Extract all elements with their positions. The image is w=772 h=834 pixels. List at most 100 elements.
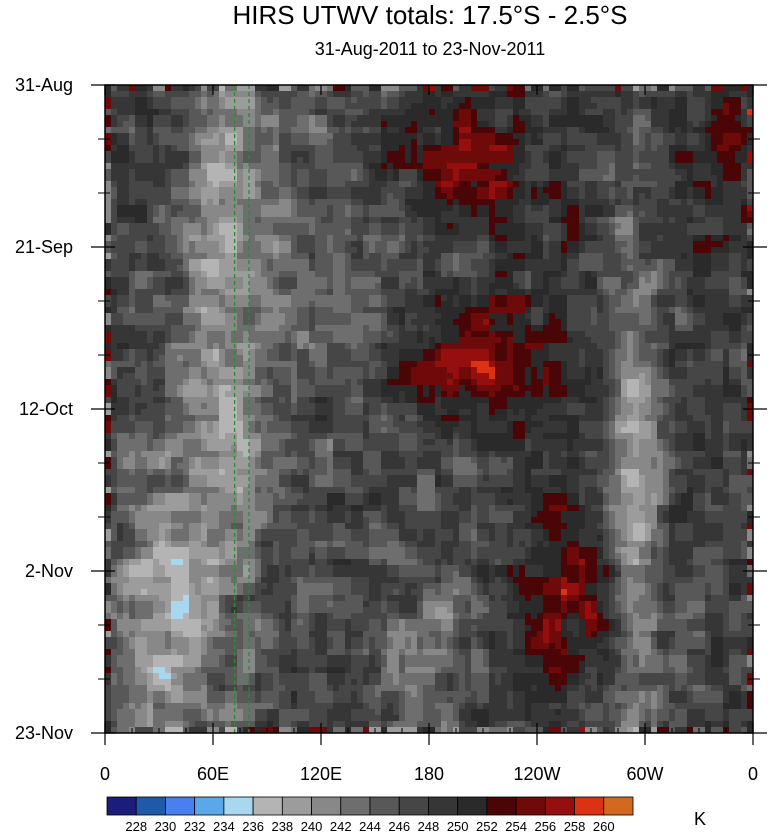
heatmap-cell [477, 307, 484, 314]
heatmap-cell [519, 151, 526, 158]
heatmap-cell [591, 169, 598, 176]
heatmap-cell [471, 265, 478, 272]
heatmap-cell [309, 247, 316, 254]
heatmap-cell [495, 319, 502, 326]
heatmap-cell [465, 289, 472, 296]
heatmap-cell [405, 145, 412, 152]
heatmap-cell [279, 199, 286, 206]
heatmap-cell [609, 199, 616, 206]
heatmap-cell [573, 85, 580, 92]
heatmap-cell [645, 151, 652, 158]
heatmap-cell [165, 115, 172, 122]
heatmap-cell [429, 325, 436, 332]
heatmap-cell [213, 91, 220, 98]
heatmap-cell [405, 229, 412, 236]
heatmap-cell [273, 271, 280, 278]
heatmap-cell [123, 157, 130, 164]
heatmap-cell [573, 295, 580, 302]
heatmap-cell [483, 181, 490, 188]
heatmap-cell [219, 247, 226, 254]
heatmap-cell [435, 241, 442, 248]
heatmap-cell [369, 175, 376, 182]
heatmap-cell [477, 343, 484, 350]
heatmap-cell [555, 331, 562, 338]
heatmap-cell [345, 205, 352, 212]
heatmap-cell [633, 277, 640, 284]
heatmap-cell [411, 139, 418, 146]
heatmap-cell [597, 319, 604, 326]
heatmap-cell [459, 283, 466, 290]
heatmap-cell [555, 223, 562, 230]
heatmap-cell [609, 205, 616, 212]
heatmap-cell [189, 325, 196, 332]
heatmap-cell [447, 235, 454, 242]
heatmap-cell [285, 103, 292, 110]
heatmap-cell [423, 205, 430, 212]
heatmap-cell [633, 91, 640, 98]
heatmap-cell [105, 133, 112, 140]
heatmap-cell [705, 211, 712, 218]
heatmap-cell [141, 271, 148, 278]
heatmap-cell [549, 313, 556, 320]
heatmap-cell [363, 91, 370, 98]
heatmap-cell [405, 295, 412, 302]
heatmap-cell [501, 355, 508, 362]
heatmap-cell [327, 193, 334, 200]
heatmap-cell [417, 211, 424, 218]
heatmap-cell [681, 307, 688, 314]
heatmap-cell [111, 349, 118, 356]
heatmap-cell [567, 343, 574, 350]
heatmap-cell [507, 223, 514, 230]
heatmap-cell [735, 319, 742, 326]
heatmap-cell [393, 193, 400, 200]
heatmap-cell [255, 331, 262, 338]
heatmap-cell [207, 217, 214, 224]
heatmap-cell [117, 331, 124, 338]
heatmap-cell [495, 337, 502, 344]
heatmap-cell [645, 91, 652, 98]
heatmap-cell [531, 307, 538, 314]
heatmap-cell [273, 139, 280, 146]
heatmap-cell [675, 337, 682, 344]
heatmap-cell [147, 283, 154, 290]
heatmap-cell [381, 235, 388, 242]
heatmap-cell [627, 139, 634, 146]
heatmap-cell [555, 283, 562, 290]
heatmap-cell [573, 211, 580, 218]
heatmap-cell [603, 325, 610, 332]
heatmap-cell [669, 337, 676, 344]
heatmap-cell [693, 289, 700, 296]
heatmap-cell [273, 175, 280, 182]
heatmap-cell [315, 313, 322, 320]
heatmap-cell [297, 97, 304, 104]
heatmap-cell [531, 313, 538, 320]
heatmap-cell [729, 307, 736, 314]
heatmap-cell [393, 313, 400, 320]
heatmap-cell [147, 259, 154, 266]
heatmap-cell [303, 133, 310, 140]
heatmap-cell [159, 313, 166, 320]
heatmap-cell [171, 319, 178, 326]
heatmap-cell [267, 121, 274, 128]
heatmap-cell [417, 343, 424, 350]
heatmap-cell [495, 235, 502, 242]
heatmap-cell [105, 157, 112, 164]
heatmap-cell [627, 343, 634, 350]
heatmap-cell [357, 133, 364, 140]
heatmap-cell [123, 235, 130, 242]
heatmap-cell [729, 109, 736, 116]
heatmap-cell [735, 145, 742, 152]
heatmap-cell [159, 229, 166, 236]
heatmap-cell [681, 337, 688, 344]
heatmap-cell [471, 217, 478, 224]
heatmap-cell [627, 271, 634, 278]
heatmap-cell [381, 331, 388, 338]
heatmap-cell [435, 313, 442, 320]
heatmap-cell [201, 145, 208, 152]
heatmap-cell [153, 247, 160, 254]
heatmap-cell [357, 193, 364, 200]
heatmap-cell [183, 271, 190, 278]
heatmap-cell [123, 301, 130, 308]
heatmap-cell [147, 301, 154, 308]
heatmap-cell [567, 133, 574, 140]
